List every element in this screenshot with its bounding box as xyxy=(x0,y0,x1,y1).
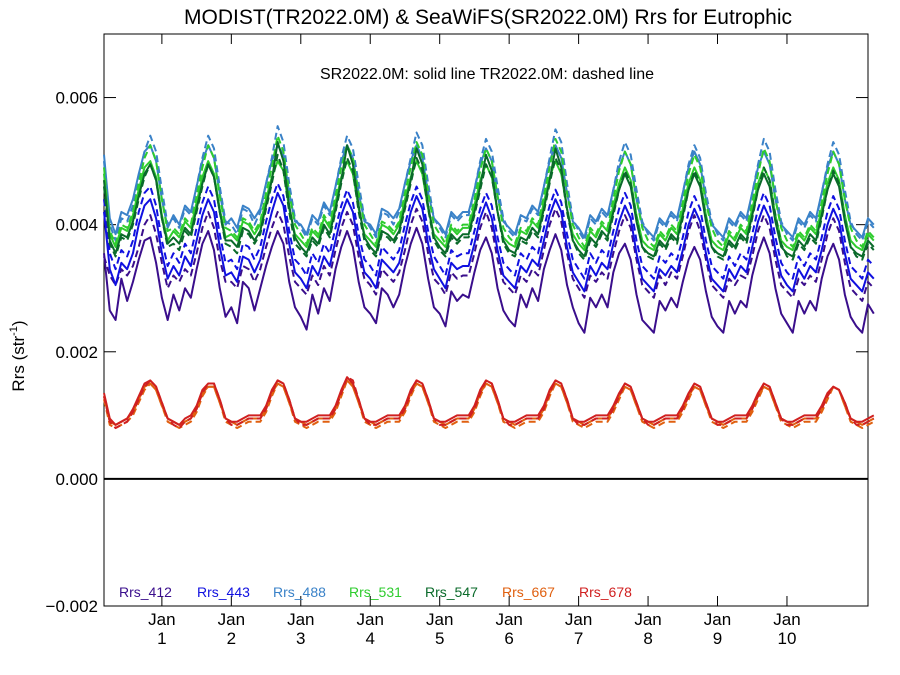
series-line-rrs-412-tr2022 xyxy=(103,207,875,302)
series-line-rrs-667-tr2022 xyxy=(103,379,875,430)
chart-title: MODIST(TR2022.0M) & SeaWiFS(SR2022.0M) R… xyxy=(184,6,792,29)
y-tick-label: 0.006 xyxy=(55,89,98,108)
y-axis-label-main: Rrs (str xyxy=(9,336,28,392)
series-lines xyxy=(103,125,875,430)
series-line-rrs-678-tr2022 xyxy=(103,376,875,430)
series-line-rrs-547-sr2022 xyxy=(103,141,875,258)
x-tick-label-month: Jan xyxy=(634,610,661,629)
x-tick-label-month: Jan xyxy=(218,610,245,629)
y-axis-label-superscript: -1 xyxy=(8,326,20,336)
series-line-rrs-531-sr2022 xyxy=(103,160,875,252)
y-axis-ticks: −0.002 0.000 0.002 0.004 0.006 xyxy=(46,89,868,616)
x-tick-label-year: 10 xyxy=(778,629,797,648)
series-line-rrs-531-tr2022 xyxy=(103,134,875,248)
y-axis-label-close: ) xyxy=(9,320,28,326)
legend-item-rrs-667: Rrs_667 xyxy=(502,584,555,600)
y-tick-label: 0.002 xyxy=(55,343,98,362)
x-tick-label-month: Jan xyxy=(565,610,592,629)
x-tick-label-year: 9 xyxy=(713,629,722,648)
legend: Rrs_412 Rrs_443 Rrs_488 Rrs_531 Rrs_547 Rrs_6… xyxy=(119,584,632,600)
x-tick-label-month: Jan xyxy=(773,610,800,629)
x-tick-label-year: 4 xyxy=(366,629,375,648)
y-tick-label: 0.000 xyxy=(55,470,98,489)
x-tick-label-year: 6 xyxy=(504,629,513,648)
x-tick-label-year: 8 xyxy=(643,629,652,648)
legend-item-rrs-412: Rrs_412 xyxy=(119,584,172,600)
x-tick-label-month: Jan xyxy=(148,610,175,629)
x-tick-label-year: 2 xyxy=(227,629,236,648)
x-axis-ticks: Jan1Jan2Jan3Jan4Jan5Jan6Jan7Jan8Jan9Jan1… xyxy=(148,34,801,648)
series-line-rrs-667-sr2022 xyxy=(103,379,875,426)
x-tick-label-month: Jan xyxy=(495,610,522,629)
chart-subtitle: SR2022.0M: solid line TR2022.0M: dashed … xyxy=(320,66,654,83)
series-line-rrs-443-sr2022 xyxy=(103,191,875,293)
y-tick-label: −0.002 xyxy=(46,597,98,616)
series-line-rrs-678-sr2022 xyxy=(103,376,875,426)
x-tick-label-month: Jan xyxy=(426,610,453,629)
y-tick-label: 0.004 xyxy=(55,216,98,235)
series-line-rrs-412-sr2022 xyxy=(103,226,875,334)
y-axis-label: Rrs (str-1) xyxy=(8,320,28,391)
legend-item-rrs-678: Rrs_678 xyxy=(579,584,632,600)
series-line-rrs-443-tr2022 xyxy=(103,182,875,280)
x-tick-label-month: Jan xyxy=(287,610,314,629)
x-tick-label-year: 3 xyxy=(296,629,305,648)
plot-frame xyxy=(103,33,869,607)
legend-item-rrs-547: Rrs_547 xyxy=(425,584,478,600)
legend-item-rrs-531: Rrs_531 xyxy=(349,584,402,600)
x-tick-label-year: 1 xyxy=(157,629,166,648)
x-tick-label-month: Jan xyxy=(704,610,731,629)
legend-item-rrs-488: Rrs_488 xyxy=(273,584,326,600)
legend-item-rrs-443: Rrs_443 xyxy=(197,584,250,600)
x-tick-label-year: 7 xyxy=(574,629,583,648)
x-tick-label-month: Jan xyxy=(357,610,384,629)
x-tick-label-year: 5 xyxy=(435,629,444,648)
